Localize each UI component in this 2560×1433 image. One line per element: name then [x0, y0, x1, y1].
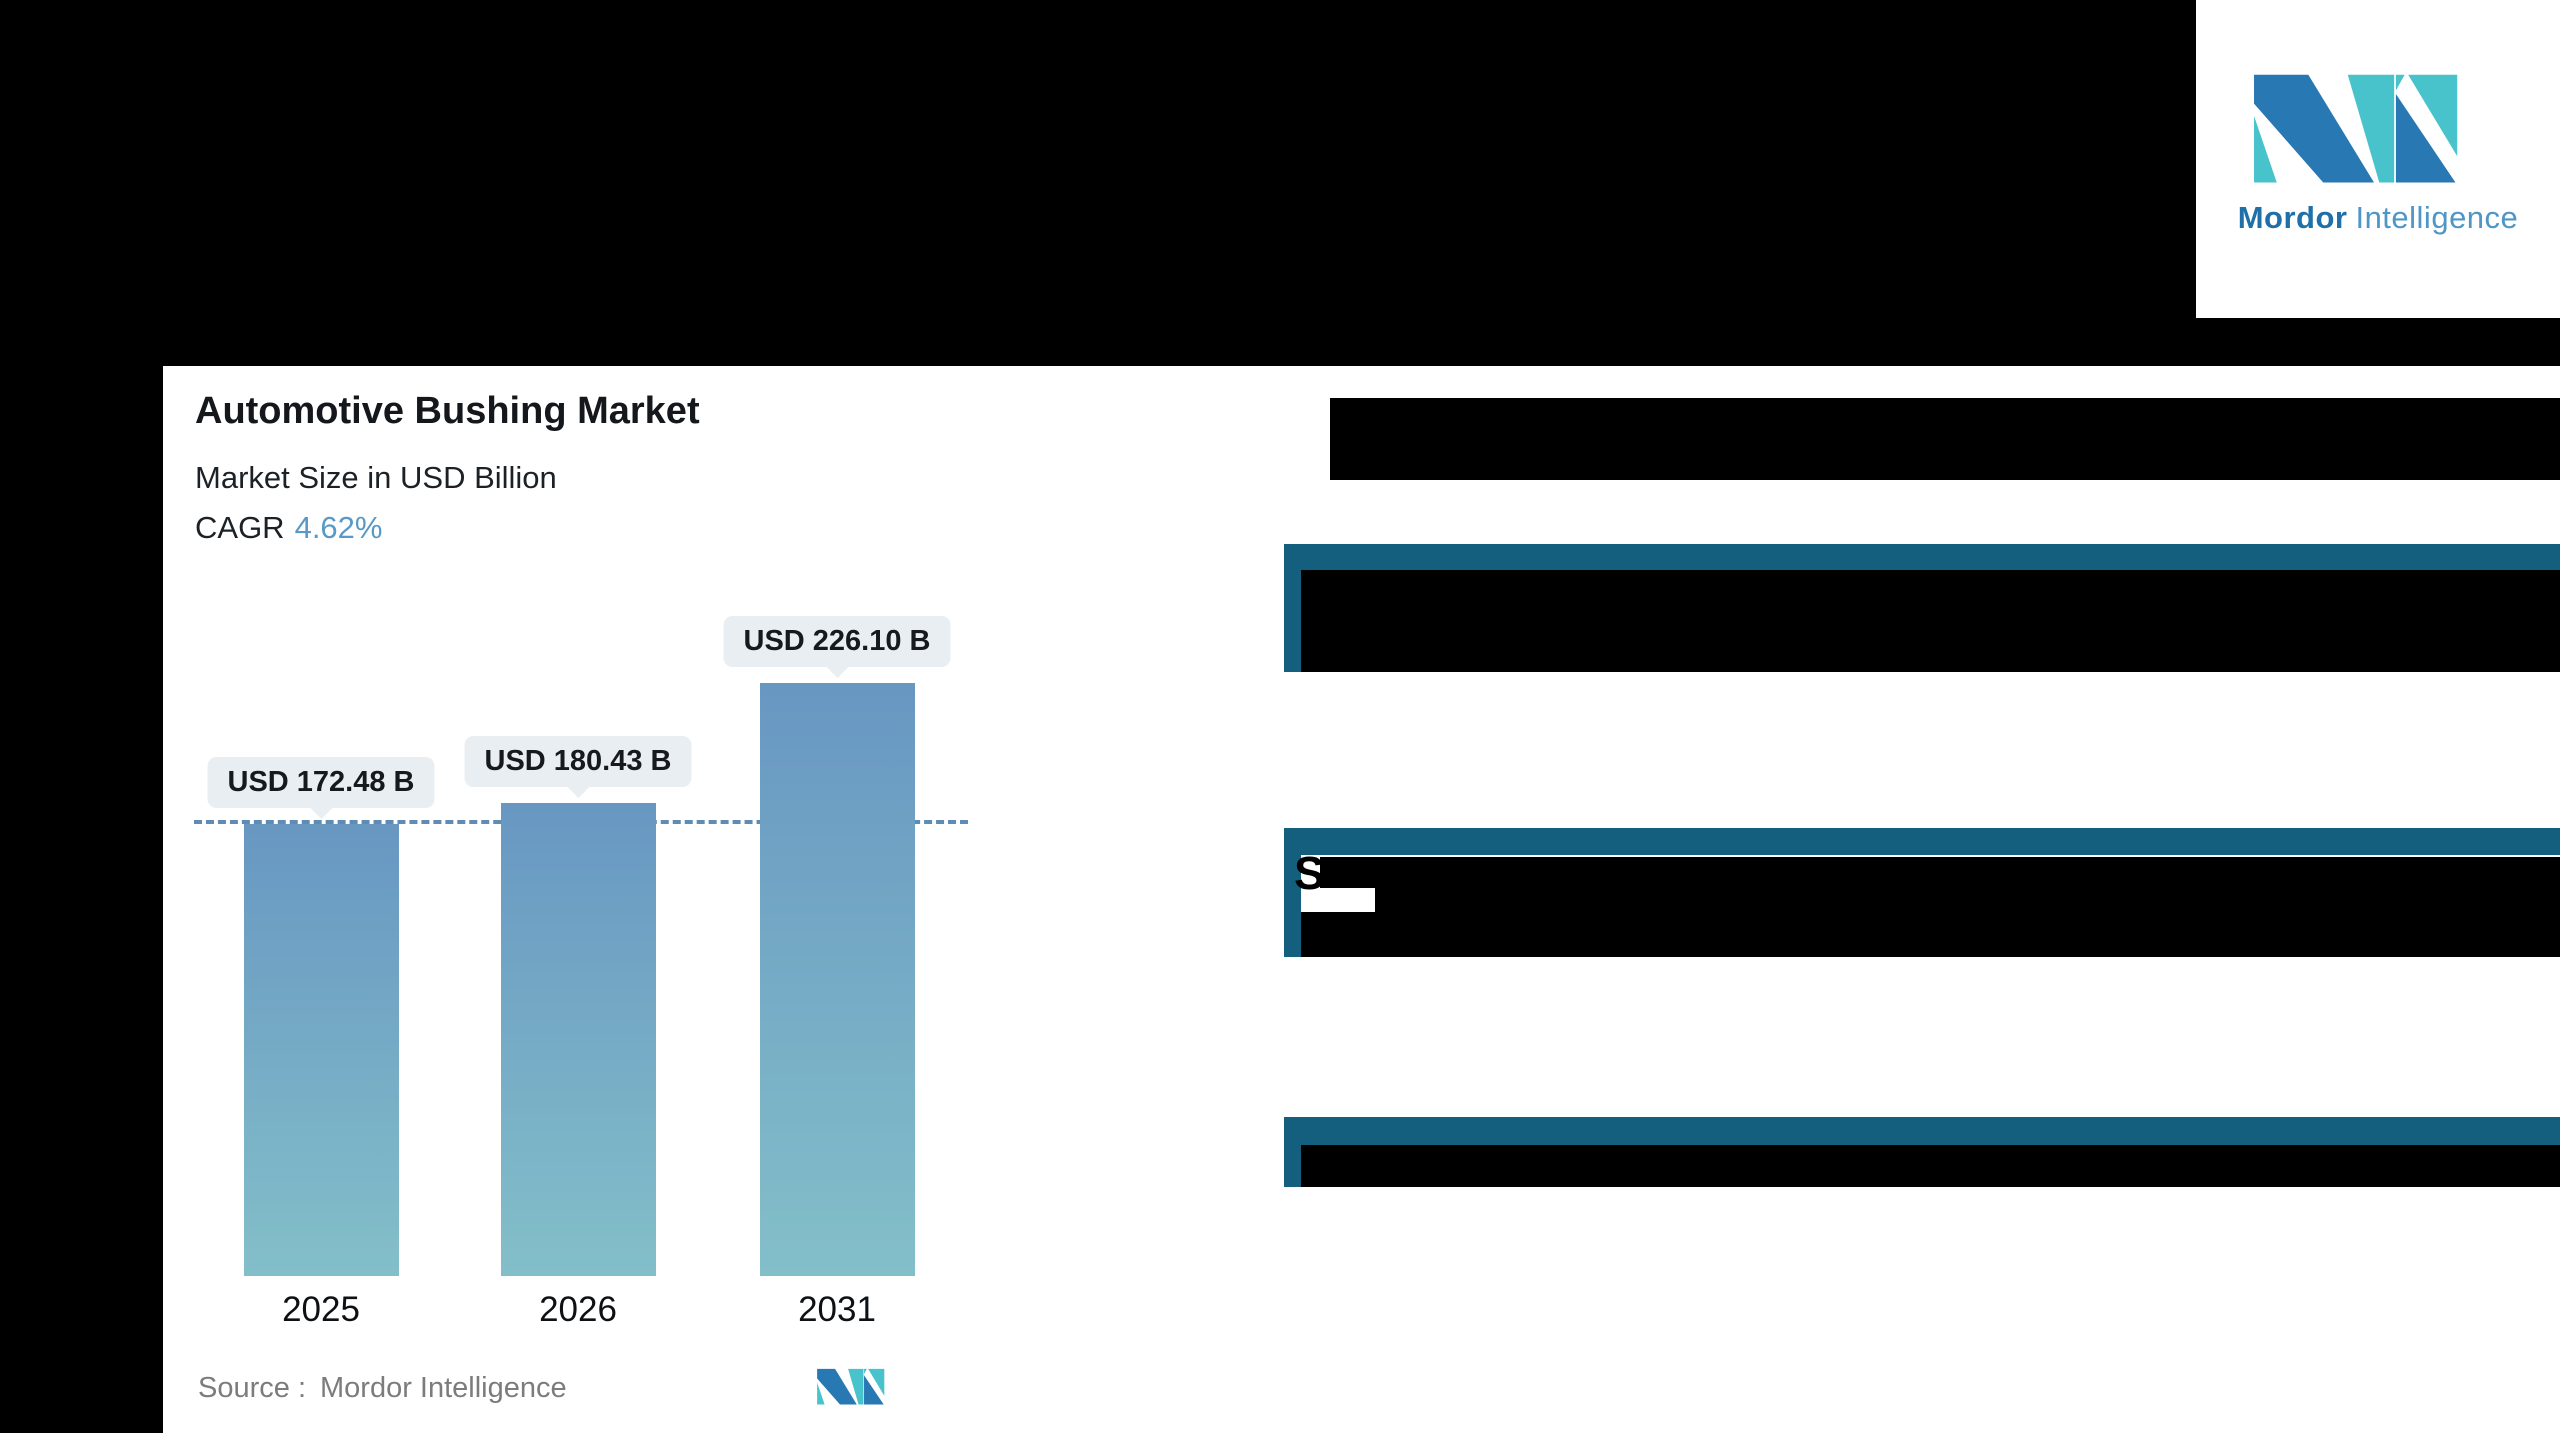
source-label: Source : [198, 1372, 306, 1404]
category-label-2026: 2026 [539, 1290, 617, 1329]
value-label-2025: USD 172.48 B [207, 757, 435, 819]
cagr-value: 4.62% [294, 510, 383, 545]
section-2-visible-character: S [1294, 847, 1325, 899]
section-1-redacted-block [1301, 570, 2560, 672]
category-label-2031: 2031 [798, 1290, 876, 1329]
brand-wordmark: Mordor Intelligence [2196, 200, 2560, 236]
bar-2025 [243, 824, 399, 1276]
source-value: Mordor Intelligence [320, 1372, 567, 1404]
brand-name-light: Intelligence [2355, 200, 2519, 235]
section-2-redacted-line-2 [1375, 888, 2560, 912]
source-line: Source : Mordor Intelligence [198, 1372, 567, 1405]
cagr-label: CAGR [195, 510, 285, 545]
chart-title: Automotive Bushing Market [195, 390, 700, 432]
value-label-2031: USD 226.10 B [723, 616, 951, 678]
bar-2031 [759, 683, 915, 1276]
mordor-intelligence-logo-icon [2254, 74, 2458, 183]
header-logo-box: Mordor Intelligence [2196, 0, 2560, 318]
brand-name-bold: Mordor [2237, 200, 2348, 235]
section-3-redacted-block [1301, 1145, 2560, 1187]
chart-subtitle: Market Size in USD Billion [195, 460, 557, 495]
section-2-redacted-line-3 [1301, 912, 2560, 957]
redacted-headline-block [1330, 398, 2560, 480]
cagr-line: CAGR 4.62% [195, 510, 382, 546]
section-2-redacted-line-1 [1320, 857, 2560, 888]
category-label-2025: 2025 [282, 1290, 360, 1329]
mordor-intelligence-logo-small-icon [817, 1368, 885, 1405]
bar-2026 [500, 803, 656, 1276]
value-label-2026: USD 180.43 B [464, 736, 692, 798]
